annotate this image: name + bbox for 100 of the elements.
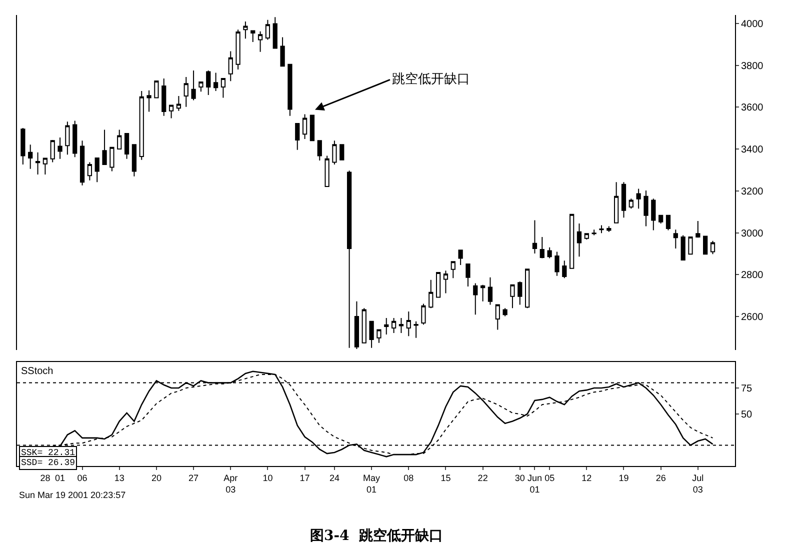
candlestick [443, 270, 448, 294]
y-tick-label: 3200 [741, 186, 764, 198]
candlestick [362, 308, 366, 344]
candlestick [576, 223, 582, 258]
candlestick [376, 329, 382, 344]
candlestick [540, 236, 544, 259]
candlestick [346, 170, 352, 348]
candlestick [518, 281, 522, 306]
candlestick [710, 240, 716, 255]
candlestick [354, 300, 360, 350]
candlestick [243, 20, 248, 40]
candlestick [384, 317, 389, 336]
candlestick [317, 140, 322, 162]
x-tick-label: 22 [478, 472, 488, 483]
candlestick [58, 136, 62, 160]
candlestick [473, 282, 478, 316]
candlestick [162, 78, 166, 116]
y-tick-label: 50 [741, 410, 753, 420]
candlestick [72, 120, 78, 158]
candlestick [280, 36, 285, 67]
candlestick [124, 133, 130, 160]
y-tick-label: 75 [741, 384, 753, 394]
candlestick [606, 226, 612, 232]
candlestick [213, 72, 218, 92]
x-tick-label: 30 [514, 472, 525, 483]
candlestick [680, 234, 686, 260]
candlestick [340, 144, 344, 160]
x-tick-label: 08 [404, 472, 414, 483]
y-tick-label: 3800 [741, 60, 764, 72]
candlestick [132, 144, 137, 177]
candlestick [87, 162, 92, 181]
x-tick-label: 19 [618, 472, 629, 483]
candlestick [42, 158, 48, 176]
candlestick [94, 158, 100, 183]
candlestick [621, 182, 626, 218]
candlestick [236, 29, 240, 70]
x-tick-label: 20 [151, 472, 162, 483]
candlestick [532, 220, 538, 254]
candlestick [450, 261, 456, 279]
candlestick [421, 303, 426, 326]
x-tick-label: 27 [188, 472, 199, 483]
y-tick-label: 3600 [741, 102, 764, 114]
x-tick-label: 12 [582, 472, 592, 483]
candlestick [28, 144, 33, 170]
candlestick [80, 140, 85, 186]
candlestick [599, 224, 604, 234]
candlestick [102, 129, 107, 165]
candlestick [480, 284, 486, 302]
candlestick [198, 82, 204, 92]
candlestick [644, 190, 648, 227]
candlestick [458, 250, 463, 266]
candlestick [168, 104, 174, 119]
y-tick-label: 2600 [741, 312, 764, 323]
annotation: SSD= 26.39 [21, 458, 76, 468]
annotation: 跳空低开缺口 [392, 72, 470, 87]
candlestick [592, 229, 596, 236]
candlestick [191, 70, 196, 101]
candlestick [228, 50, 233, 82]
candlestick [466, 263, 470, 288]
x-tick-label: Jul 03 [692, 472, 704, 494]
candlestick [176, 96, 182, 112]
candlestick [288, 64, 292, 116]
annotation: SStoch [21, 366, 54, 377]
candlestick [332, 140, 337, 165]
candlestick [139, 90, 144, 160]
candlestick [406, 310, 411, 337]
candlestick [154, 80, 159, 98]
text: 图3-4 跳空低开缺口 [310, 527, 444, 544]
x-tick-label: Jun 01 [527, 472, 542, 494]
x-tick-label: 10 [262, 472, 273, 483]
y-tick-label: 3000 [741, 228, 764, 240]
text: Sun Mar 19 2001 20:23:57 [19, 490, 126, 500]
candlestick [265, 19, 270, 40]
candlestick [65, 121, 70, 156]
x-tick-label: 01 [55, 472, 66, 483]
candlestick [414, 320, 418, 338]
candlestick [295, 122, 300, 150]
candlestick [584, 233, 589, 240]
y-tick-label: 4000 [741, 18, 764, 30]
x-tick-label: May 01 [363, 472, 381, 494]
candlestick [696, 220, 700, 238]
candlestick [488, 276, 493, 306]
x-tick-label: 06 [77, 472, 88, 483]
x-tick-label: 26 [656, 472, 666, 483]
candlestick [547, 246, 552, 259]
candlestick [658, 214, 664, 224]
candlestick [428, 279, 434, 309]
candlestick [636, 188, 641, 210]
candlestick [250, 30, 256, 43]
x-tick-label: 28 [40, 472, 50, 483]
x-tick-label: Apr 03 [224, 472, 238, 494]
candlestick [502, 308, 508, 317]
candlestick [525, 268, 530, 309]
candlestick [495, 304, 500, 330]
candlestick [673, 229, 678, 249]
candlestick [35, 152, 40, 176]
candlestick [436, 272, 441, 298]
y-tick-label: 2800 [741, 270, 764, 282]
candlestick [554, 251, 560, 276]
candlestick [117, 129, 122, 150]
